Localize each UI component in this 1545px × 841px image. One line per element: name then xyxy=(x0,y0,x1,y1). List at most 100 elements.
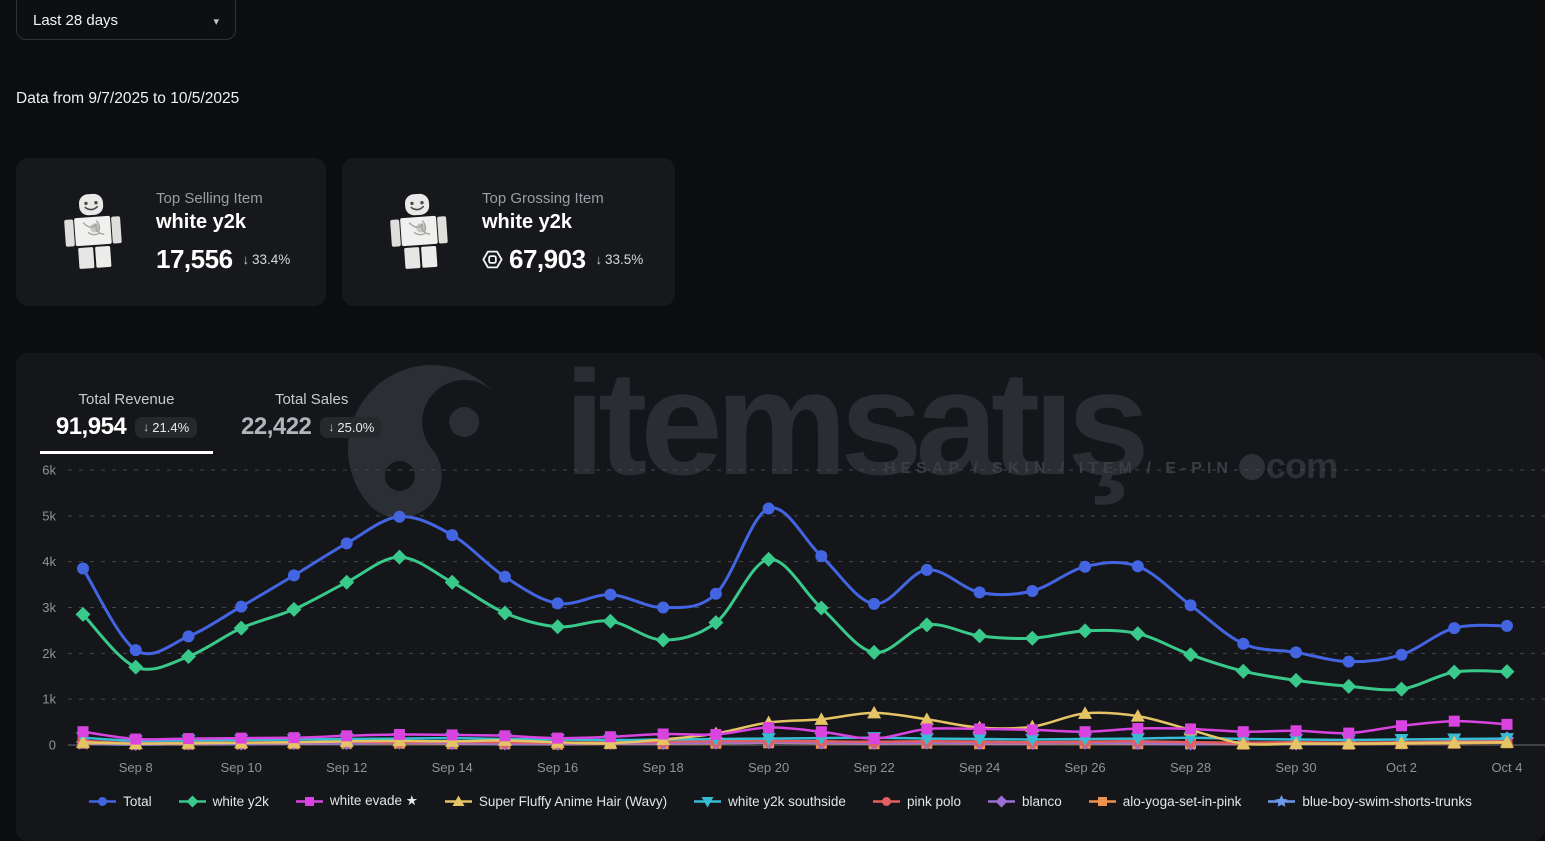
data-point-white-y2k[interactable] xyxy=(233,620,249,636)
data-point-white-evade[interactable] xyxy=(1501,718,1513,730)
date-range-dropdown[interactable]: Last 28 days ▾ xyxy=(16,0,236,40)
data-point-total[interactable] xyxy=(182,630,195,643)
data-point-white-evade[interactable] xyxy=(182,733,194,745)
data-point-white-y2k-southside[interactable] xyxy=(1130,733,1145,746)
data-point-super-fluffy-anime-hair-wavy[interactable] xyxy=(919,712,934,725)
data-point-white-evade[interactable] xyxy=(1079,726,1091,738)
data-point-white-y2k[interactable] xyxy=(761,551,777,567)
data-point-white-evade[interactable] xyxy=(1026,724,1038,736)
data-point-white-evade[interactable] xyxy=(868,733,880,745)
data-point-total[interactable] xyxy=(1026,585,1039,597)
data-point-super-fluffy-anime-hair-wavy[interactable] xyxy=(867,705,882,719)
data-point-total[interactable] xyxy=(1448,622,1461,635)
legend-item-white-evade[interactable]: white evade ★ xyxy=(295,793,418,809)
data-point-white-evade[interactable] xyxy=(77,726,89,738)
data-point-white-y2k[interactable] xyxy=(919,617,935,633)
tab-total-revenue[interactable]: Total Revenue 91,954 ↓ 21.4% xyxy=(40,387,213,454)
data-point-white-y2k[interactable] xyxy=(1130,626,1146,642)
legend-marker-shape[interactable] xyxy=(701,796,714,808)
data-point-white-evade[interactable] xyxy=(1448,715,1460,727)
data-point-total[interactable] xyxy=(287,569,300,582)
data-point-white-evade[interactable] xyxy=(1343,727,1355,739)
data-point-white-evade[interactable] xyxy=(1185,723,1197,735)
legend-item-blanco[interactable]: blanco xyxy=(988,793,1062,809)
data-point-white-y2k[interactable] xyxy=(497,605,513,621)
legend-item-blue-boy-swim-shorts-trunks[interactable]: blue-boy-swim-shorts-trunks xyxy=(1268,793,1472,809)
tab-total-sales[interactable]: Total Sales 22,422 ↓ 25.0% xyxy=(231,387,392,454)
data-point-white-y2k[interactable] xyxy=(1341,678,1357,694)
data-point-white-evade[interactable] xyxy=(288,732,300,744)
data-point-white-evade[interactable] xyxy=(1396,720,1407,732)
data-point-white-y2k[interactable] xyxy=(1394,681,1409,697)
legend-item-alo-yoga-set-in-pink[interactable]: alo-yoga-set-in-pink xyxy=(1088,793,1241,809)
data-point-total[interactable] xyxy=(1184,599,1197,612)
data-point-total[interactable] xyxy=(604,588,617,601)
data-point-white-y2k[interactable] xyxy=(180,649,196,665)
data-point-total[interactable] xyxy=(920,563,933,576)
data-point-white-y2k[interactable] xyxy=(1446,664,1462,680)
data-point-white-evade[interactable] xyxy=(446,729,458,741)
legend-marker-shape[interactable] xyxy=(995,795,1008,807)
legend-marker-shape[interactable] xyxy=(881,796,891,806)
data-point-total[interactable] xyxy=(815,550,828,563)
data-point-white-evade[interactable] xyxy=(235,732,247,744)
data-point-total[interactable] xyxy=(1131,560,1144,573)
data-point-white-y2k[interactable] xyxy=(128,659,144,675)
data-point-super-fluffy-anime-hair-wavy[interactable] xyxy=(1341,736,1356,750)
legend-marker-shape[interactable] xyxy=(452,795,465,806)
data-point-white-y2k[interactable] xyxy=(550,619,566,635)
data-point-super-fluffy-anime-hair-wavy[interactable] xyxy=(1289,736,1304,750)
data-point-super-fluffy-anime-hair-wavy[interactable] xyxy=(1499,735,1514,748)
data-point-total[interactable] xyxy=(762,502,775,515)
data-point-white-y2k[interactable] xyxy=(1024,630,1040,646)
data-point-total[interactable] xyxy=(709,587,722,600)
data-point-white-y2k[interactable] xyxy=(602,613,618,629)
data-point-white-y2k-southside[interactable] xyxy=(761,733,776,746)
data-point-super-fluffy-anime-hair-wavy[interactable] xyxy=(1130,709,1145,722)
data-point-super-fluffy-anime-hair-wavy[interactable] xyxy=(1394,736,1409,749)
data-point-white-y2k[interactable] xyxy=(1077,623,1093,639)
data-point-total[interactable] xyxy=(1237,637,1250,650)
data-point-white-y2k[interactable] xyxy=(708,615,724,631)
data-point-white-evade[interactable] xyxy=(1132,723,1144,734)
data-point-total[interactable] xyxy=(551,597,564,610)
legend-item-white-y2k-southside[interactable]: white y2k southside xyxy=(694,793,846,809)
data-point-white-evade[interactable] xyxy=(499,730,511,742)
data-point-white-evade[interactable] xyxy=(1237,726,1249,738)
legend-marker-shape[interactable] xyxy=(98,796,108,806)
data-point-white-evade[interactable] xyxy=(393,728,405,740)
data-point-white-evade[interactable] xyxy=(552,732,564,744)
data-point-white-y2k-southside[interactable] xyxy=(919,733,934,746)
data-point-white-evade[interactable] xyxy=(921,723,933,735)
data-point-total[interactable] xyxy=(77,562,89,575)
data-point-total[interactable] xyxy=(235,600,248,613)
data-point-total[interactable] xyxy=(1290,646,1303,659)
data-point-super-fluffy-anime-hair-wavy[interactable] xyxy=(445,734,460,747)
data-point-total[interactable] xyxy=(1500,619,1513,632)
legend-item-white-y2k[interactable]: white y2k xyxy=(178,793,269,809)
legend-item-super-fluffy-anime-hair-wavy[interactable]: Super Fluffy Anime Hair (Wavy) xyxy=(444,793,667,809)
data-point-white-evade[interactable] xyxy=(1290,725,1302,737)
data-point-super-fluffy-anime-hair-wavy[interactable] xyxy=(1078,706,1093,719)
data-point-white-evade[interactable] xyxy=(974,723,986,735)
data-point-white-y2k[interactable] xyxy=(655,632,671,648)
data-point-white-evade[interactable] xyxy=(763,722,775,734)
data-point-total[interactable] xyxy=(1342,655,1355,668)
data-point-white-y2k[interactable] xyxy=(75,606,91,622)
data-point-white-y2k[interactable] xyxy=(1499,664,1515,680)
data-point-white-evade[interactable] xyxy=(341,730,353,742)
data-point-total[interactable] xyxy=(657,601,670,614)
data-point-total[interactable] xyxy=(129,644,142,657)
data-point-white-y2k-southside[interactable] xyxy=(972,733,987,747)
legend-marker-shape[interactable] xyxy=(1097,796,1107,806)
data-point-white-y2k[interactable] xyxy=(391,549,407,565)
legend-item-pink-polo[interactable]: pink polo xyxy=(872,793,961,809)
data-point-total[interactable] xyxy=(393,510,406,523)
data-point-total[interactable] xyxy=(1395,648,1408,661)
data-point-super-fluffy-anime-hair-wavy[interactable] xyxy=(603,736,618,749)
data-point-total[interactable] xyxy=(868,597,881,610)
data-point-super-fluffy-anime-hair-wavy[interactable] xyxy=(392,733,407,747)
data-point-total[interactable] xyxy=(973,586,986,599)
data-point-white-y2k[interactable] xyxy=(813,600,829,616)
data-point-white-y2k[interactable] xyxy=(339,574,355,590)
